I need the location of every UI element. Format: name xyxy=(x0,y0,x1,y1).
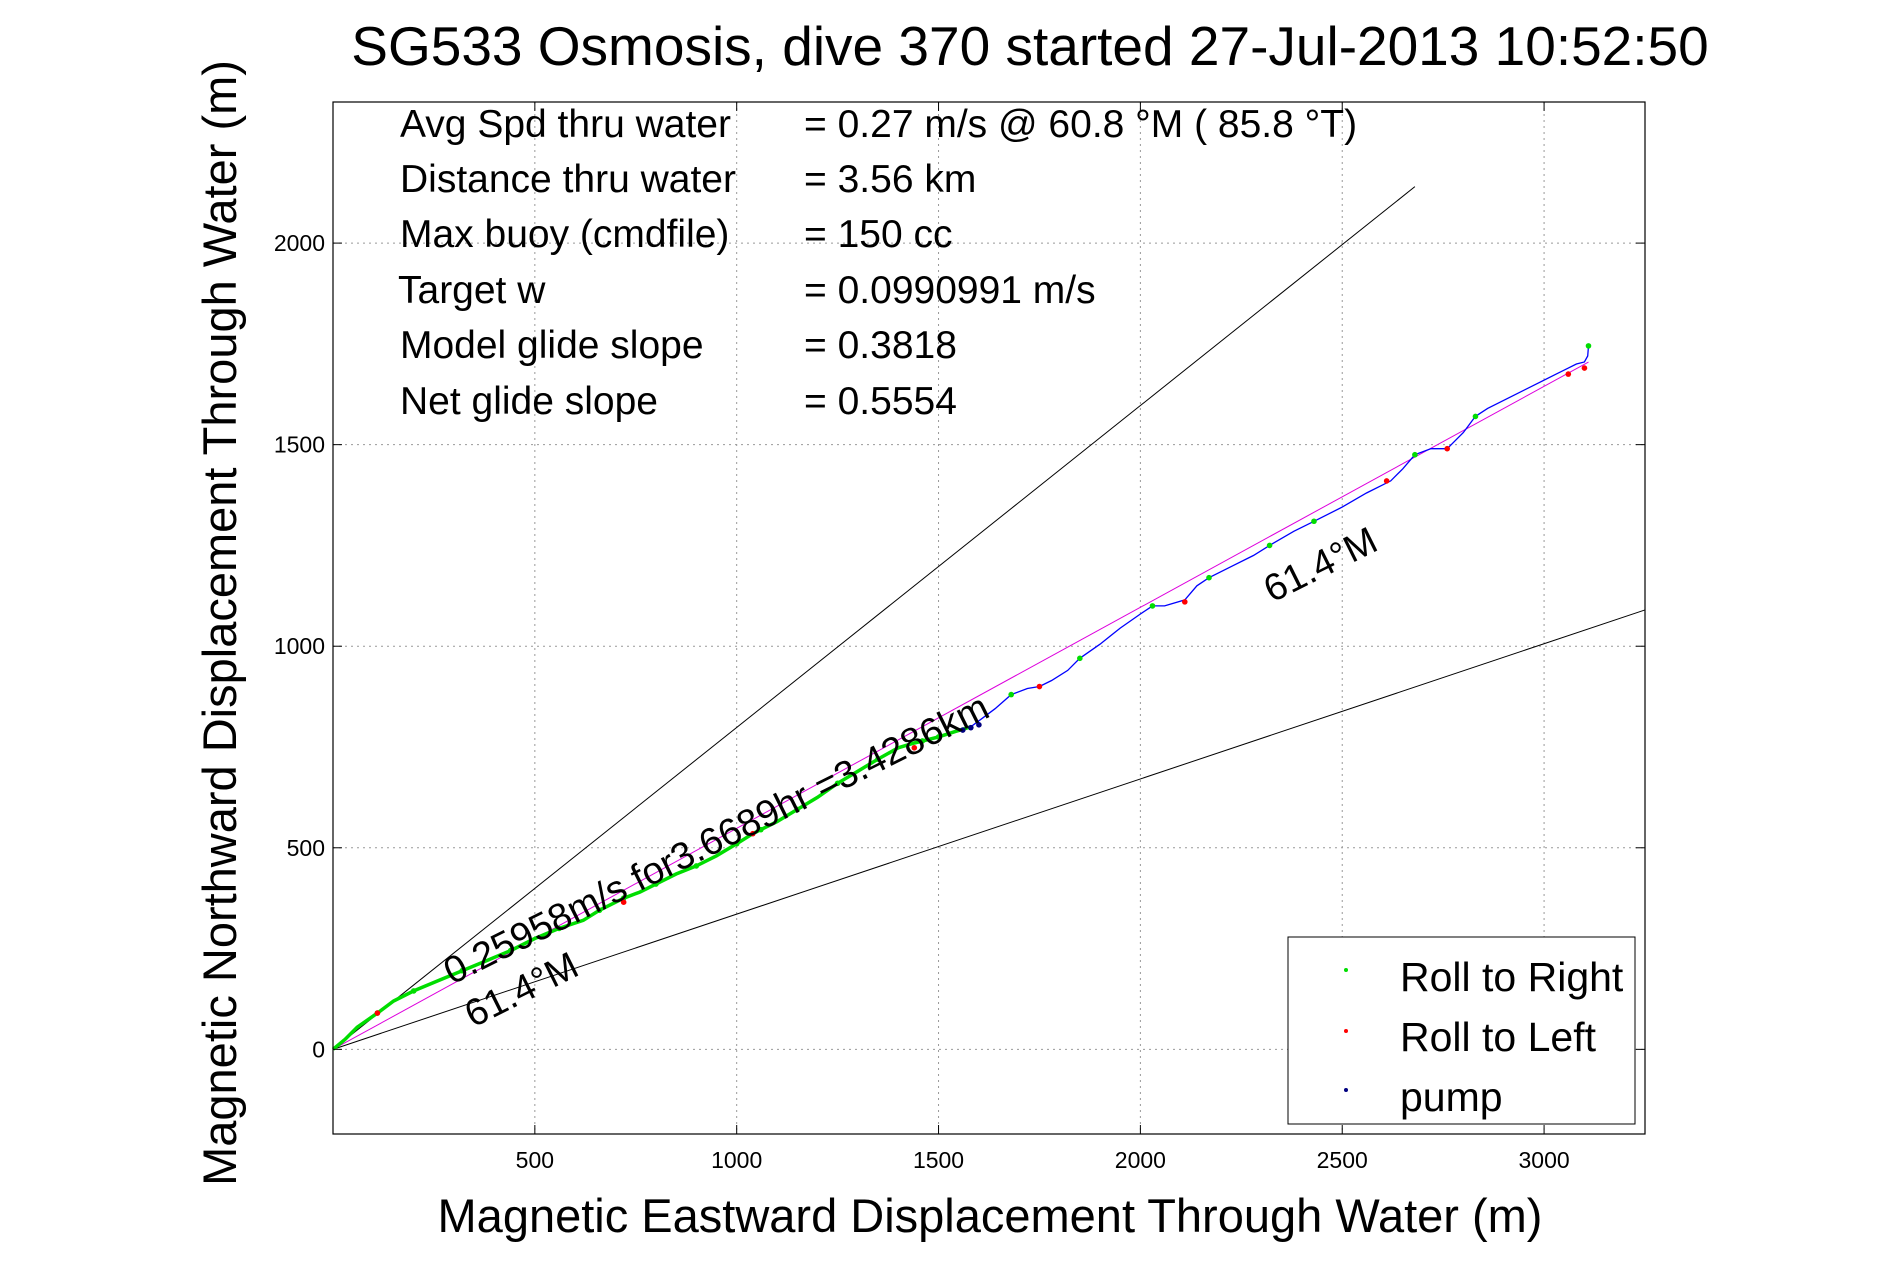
legend: Roll to Right Roll to Left pump xyxy=(1287,936,1636,1125)
marker-roll-to-left xyxy=(374,1010,381,1016)
marker-roll-to-right xyxy=(1472,413,1479,420)
marker-roll-to-right xyxy=(733,840,740,847)
x-tick-label: 1500 xyxy=(913,1147,964,1173)
marker-roll-to-right xyxy=(459,967,465,974)
legend-label-roll-right: Roll to Right xyxy=(1400,954,1624,1000)
marker-roll-to-left xyxy=(911,745,918,751)
marker-roll-to-right xyxy=(1311,518,1317,525)
marker-roll-to-right xyxy=(758,826,764,833)
marker-roll-to-left xyxy=(1581,365,1588,371)
marker-pump xyxy=(959,727,966,733)
chart-title: SG533 Osmosis, dive 370 started 27-Jul-2… xyxy=(351,15,1708,77)
marker-roll-to-right xyxy=(1266,542,1273,549)
marker-roll-to-left xyxy=(1036,683,1043,690)
reference-line-lower-bound xyxy=(332,609,1646,1050)
marker-roll-to-right xyxy=(1206,574,1212,581)
tick-layer: 500 1000 1500 2000 2500 3000 0 500 1000 1500 2000 xyxy=(274,102,1645,1173)
legend-marker-roll-left xyxy=(1344,1029,1348,1033)
stat-label-model-glide: Model glide slope xyxy=(400,324,704,367)
x-tick-label: 2500 xyxy=(1317,1147,1368,1173)
stat-value-model-glide: = 0.3818 xyxy=(804,324,957,367)
marker-roll-to-right xyxy=(620,895,627,901)
marker-roll-to-right xyxy=(1077,655,1083,662)
y-axis-label: Magnetic Northward Displacement Through … xyxy=(193,60,246,1186)
marker-roll-to-left xyxy=(1444,445,1450,452)
marker-roll-to-left xyxy=(750,830,756,837)
legend-marker-roll-right xyxy=(1344,968,1348,972)
marker-roll-to-right xyxy=(935,734,942,740)
legend-marker-pump xyxy=(1344,1088,1348,1092)
x-tick-label: 2000 xyxy=(1115,1147,1166,1173)
marker-pump xyxy=(968,724,974,731)
marker-roll-to-right xyxy=(653,881,659,887)
stat-label-max-buoy: Max buoy (cmdfile) xyxy=(400,213,729,256)
x-tick-label: 1000 xyxy=(711,1147,762,1173)
y-tick-label: 1000 xyxy=(274,633,325,659)
y-tick-label: 1500 xyxy=(274,432,325,458)
marker-roll-to-right xyxy=(1585,343,1592,349)
x-tick-label: 500 xyxy=(516,1147,554,1173)
marker-roll-to-right xyxy=(556,925,562,932)
marker-roll-to-left xyxy=(1565,371,1572,377)
marker-roll-to-right xyxy=(834,780,841,787)
stat-value-target-w: = 0.0990991 m/s xyxy=(804,269,1096,312)
marker-roll-to-left xyxy=(1383,478,1390,484)
reference-line-upper-bound xyxy=(332,186,1416,1050)
x-tick-label: 3000 xyxy=(1518,1147,1569,1173)
marker-roll-to-right xyxy=(1149,603,1156,609)
marker-pump xyxy=(976,722,982,728)
y-tick-label: 500 xyxy=(287,835,325,861)
marker-roll-to-right xyxy=(507,947,514,954)
marker-roll-to-right xyxy=(1008,691,1015,698)
marker-roll-to-right xyxy=(693,863,700,869)
marker-roll-to-right xyxy=(410,988,417,994)
stat-label-target-w: Target w xyxy=(398,269,546,312)
x-axis-label: Magnetic Eastward Displacement Through W… xyxy=(438,1189,1543,1242)
stat-label-net-glide: Net glide slope xyxy=(400,380,658,423)
legend-label-pump: pump xyxy=(1400,1074,1503,1120)
y-tick-label: 2000 xyxy=(274,230,325,256)
stats-block: Avg Spd thru water = 0.27 m/s @ 60.8 °M … xyxy=(398,103,1357,423)
stat-label-avg-speed: Avg Spd thru water xyxy=(400,103,731,146)
marker-roll-to-right xyxy=(1412,451,1418,458)
stat-value-distance: = 3.56 km xyxy=(804,158,976,201)
plot-frame xyxy=(332,101,1646,1135)
legend-label-roll-left: Roll to Left xyxy=(1400,1014,1597,1060)
marker-roll-to-right xyxy=(596,907,603,914)
stat-label-distance: Distance thru water xyxy=(400,158,736,201)
marker-roll-to-right xyxy=(794,806,801,813)
stat-value-net-glide: = 0.5554 xyxy=(804,380,957,423)
series-layer xyxy=(331,345,1590,1051)
stat-value-max-buoy: = 150 cc xyxy=(804,213,953,256)
marker-roll-to-right xyxy=(875,756,881,762)
marker-roll-to-left xyxy=(620,899,627,906)
stat-value-avg-speed: = 0.27 m/s @ 60.8 °M ( 85.8 °T) xyxy=(804,103,1357,146)
marker-roll-to-left xyxy=(1181,599,1188,605)
series-line-track-green xyxy=(331,725,972,1051)
marker-roll-to-right xyxy=(919,738,926,744)
marker-layer xyxy=(374,343,1592,1016)
y-tick-label: 0 xyxy=(312,1036,325,1062)
